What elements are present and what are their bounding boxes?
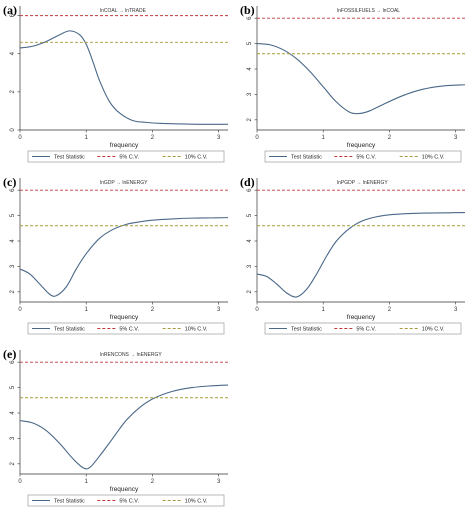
legend-label: Test Statistic (291, 155, 322, 161)
x-tick-label: 2 (151, 479, 155, 485)
legend-label: 5% C.V. (119, 499, 139, 505)
x-axis-label: frequency (110, 486, 139, 493)
y-tick-label: 2 (247, 290, 253, 294)
y-tick-label: 2 (10, 290, 16, 294)
y-tick-label: 4 (10, 411, 16, 415)
legend-label: 10% C.V. (422, 327, 445, 333)
chart-panel-c: (c) lnGDP → lnENERGY 2 3 4 5 6 0 1 2 3 frequency Tes… (0, 172, 237, 344)
y-tick-label: 5 (247, 41, 253, 45)
legend-label: 10% C.V. (185, 327, 208, 333)
series-line-test-statistic (19, 217, 229, 297)
chart-title: lnPGDP → lnENERGY (337, 180, 388, 186)
x-tick-label: 2 (151, 307, 155, 313)
legend-box (264, 322, 462, 335)
y-tick-label: 3 (247, 92, 253, 96)
x-axis-label: frequency (347, 314, 376, 321)
y-tick-label: 2 (10, 462, 16, 466)
chart-panel-e: (e) lnRENCONS → lnENERGY 2 3 4 5 6 0 1 2 3 frequenc… (0, 344, 237, 516)
legend-box (27, 494, 225, 507)
y-tick-label: 3 (247, 264, 253, 268)
panel-letter: (a) (3, 3, 17, 17)
y-tick-label: 0 (10, 128, 16, 132)
y-tick-label: 5 (10, 385, 16, 389)
chart-title: lnRENCONS → lnENERGY (100, 352, 162, 358)
x-axis-label: frequency (110, 314, 139, 321)
panel-letter: (c) (3, 175, 16, 189)
x-tick-label: 2 (151, 135, 155, 141)
series-line-test-statistic (256, 43, 466, 115)
y-tick-label: 2 (247, 118, 253, 122)
chart-svg: (b) lnFOSSILFUELS → lnCOAL 2 3 4 5 6 0 1 2 3 freque… (240, 3, 466, 163)
legend-label: 5% C.V. (119, 327, 139, 333)
panel-letter: (b) (240, 3, 255, 17)
y-tick-label: 6 (247, 188, 253, 192)
legend-label: Test Statistic (54, 499, 85, 505)
y-tick-label: 3 (10, 264, 16, 268)
chart-panel-b: (b) lnFOSSILFUELS → lnCOAL 2 3 4 5 6 0 1 2 3 freque… (237, 0, 474, 172)
series-line-test-statistic (19, 384, 229, 470)
x-tick-label: 1 (85, 479, 89, 485)
y-tick-label: 6 (10, 188, 16, 192)
legend-label: Test Statistic (291, 327, 322, 333)
x-tick-label: 3 (217, 135, 221, 141)
x-tick-label: 0 (18, 135, 22, 141)
x-tick-label: 0 (18, 479, 22, 485)
legend-box (264, 150, 462, 163)
y-tick-label: 4 (247, 239, 253, 243)
x-tick-label: 3 (454, 307, 458, 313)
y-tick-label: 4 (10, 51, 16, 55)
x-tick-label: 1 (85, 307, 89, 313)
panel-letter: (d) (240, 175, 255, 189)
x-tick-label: 0 (18, 307, 22, 313)
chart-title: lnFOSSILFUELS → lnCOAL (337, 8, 400, 14)
x-tick-label: 3 (454, 135, 458, 141)
x-tick-label: 3 (217, 307, 221, 313)
chart-svg: (a) lnCOAL → lnTRADE 0 2 4 6 0 1 2 3 frequency Test… (3, 3, 229, 163)
y-tick-label: 2 (10, 90, 16, 94)
x-tick-label: 3 (217, 479, 221, 485)
chart-title: lnGDP → lnENERGY (100, 180, 148, 186)
y-tick-label: 6 (10, 13, 16, 17)
legend-label: 10% C.V. (422, 155, 445, 161)
y-tick-label: 3 (10, 436, 16, 440)
panel-letter: (e) (3, 347, 16, 361)
legend-label: 10% C.V. (185, 499, 208, 505)
chart-svg: (d) lnPGDP → lnENERGY 2 3 4 5 6 0 1 2 3 frequency Te… (240, 175, 466, 335)
chart-svg: (c) lnGDP → lnENERGY 2 3 4 5 6 0 1 2 3 frequency Tes… (3, 175, 229, 335)
legend-box (27, 150, 225, 163)
y-tick-label: 6 (247, 16, 253, 20)
legend-box (27, 322, 225, 335)
y-tick-label: 6 (10, 360, 16, 364)
x-tick-label: 1 (322, 135, 326, 141)
y-tick-label: 5 (10, 213, 16, 217)
series-line-test-statistic (19, 30, 229, 125)
chart-svg: (e) lnRENCONS → lnENERGY 2 3 4 5 6 0 1 2 3 frequenc… (3, 347, 229, 507)
legend-label: Test Statistic (54, 327, 85, 333)
x-tick-label: 0 (255, 307, 259, 313)
legend-label: 10% C.V. (185, 155, 208, 161)
y-tick-label: 4 (10, 239, 16, 243)
legend-label: 5% C.V. (356, 327, 376, 333)
legend-label: 5% C.V. (119, 155, 139, 161)
x-tick-label: 1 (322, 307, 326, 313)
legend-label: Test Statistic (54, 155, 85, 161)
y-tick-label: 4 (247, 67, 253, 71)
x-axis-label: frequency (347, 142, 376, 149)
chart-panel-a: (a) lnCOAL → lnTRADE 0 2 4 6 0 1 2 3 frequency Test… (0, 0, 237, 172)
x-axis-label: frequency (110, 142, 139, 149)
y-tick-label: 5 (247, 213, 253, 217)
chart-panel-d: (d) lnPGDP → lnENERGY 2 3 4 5 6 0 1 2 3 frequency Te… (237, 172, 474, 344)
x-tick-label: 0 (255, 135, 259, 141)
chart-title: lnCOAL → lnTRADE (100, 8, 147, 14)
x-tick-label: 2 (388, 135, 392, 141)
x-tick-label: 2 (388, 307, 392, 313)
series-line-test-statistic (256, 211, 466, 298)
legend-label: 5% C.V. (356, 155, 376, 161)
x-tick-label: 1 (85, 135, 89, 141)
